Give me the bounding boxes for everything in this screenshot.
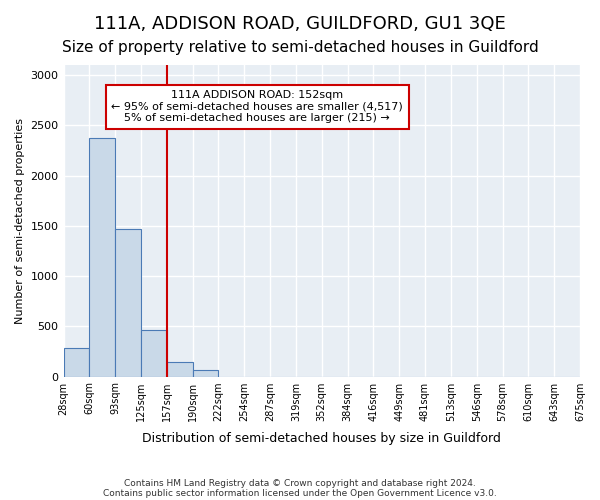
Bar: [167, 362, 193, 376]
Y-axis label: Number of semi-detached properties: Number of semi-detached properties: [15, 118, 25, 324]
Bar: [141, 330, 167, 376]
Text: Contains public sector information licensed under the Open Government Licence v3: Contains public sector information licen…: [103, 488, 497, 498]
Bar: [89, 138, 115, 376]
Bar: [64, 348, 89, 376]
Text: 111A, ADDISON ROAD, GUILDFORD, GU1 3QE: 111A, ADDISON ROAD, GUILDFORD, GU1 3QE: [94, 15, 506, 33]
Text: Size of property relative to semi-detached houses in Guildford: Size of property relative to semi-detach…: [62, 40, 538, 55]
Bar: [193, 370, 218, 376]
Text: Contains HM Land Registry data © Crown copyright and database right 2024.: Contains HM Land Registry data © Crown c…: [124, 478, 476, 488]
X-axis label: Distribution of semi-detached houses by size in Guildford: Distribution of semi-detached houses by …: [142, 432, 501, 445]
Bar: [115, 229, 141, 376]
Text: 111A ADDISON ROAD: 152sqm
← 95% of semi-detached houses are smaller (4,517)
5% o: 111A ADDISON ROAD: 152sqm ← 95% of semi-…: [112, 90, 403, 124]
